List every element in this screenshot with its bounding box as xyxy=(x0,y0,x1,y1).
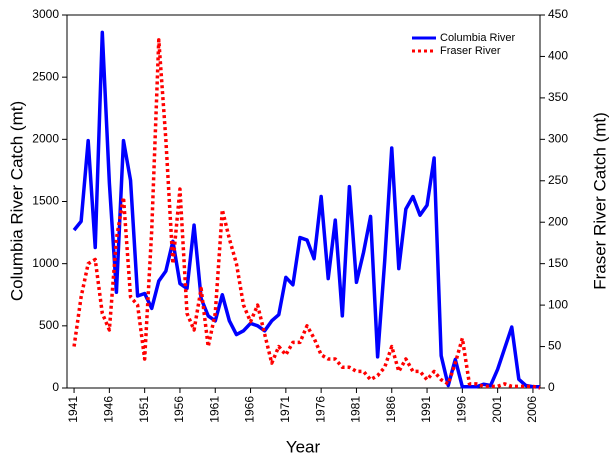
y2-tick-label: 350 xyxy=(548,90,568,104)
x-tick-label: 1941 xyxy=(66,396,80,423)
x-axis-label: Year xyxy=(286,437,321,456)
x-tick-label: 1981 xyxy=(349,396,363,423)
x-tick-label: 1951 xyxy=(137,396,151,423)
y2-tick-label: 150 xyxy=(548,256,568,270)
y2-tick-label: 400 xyxy=(548,49,568,63)
series-line xyxy=(72,38,541,390)
series-line xyxy=(72,30,540,389)
x-tick-label: 1986 xyxy=(384,396,398,423)
x-tick-label: 2001 xyxy=(490,396,504,423)
x-tick-label: 2006 xyxy=(525,396,539,423)
x-tick-label: 1961 xyxy=(207,396,221,423)
y-tick-label: 2000 xyxy=(32,132,59,146)
y-tick-label: 1500 xyxy=(32,194,59,208)
x-tick-label: 1971 xyxy=(278,396,292,423)
y-tick-label: 0 xyxy=(52,380,59,394)
y-tick-label: 2500 xyxy=(32,69,59,83)
y-tick-label: 1000 xyxy=(32,256,59,270)
legend-label: Columbia River xyxy=(440,32,516,44)
y2-tick-label: 0 xyxy=(548,380,555,394)
x-tick-label: 1946 xyxy=(102,396,116,423)
y2-tick-label: 200 xyxy=(548,214,568,228)
y-tick-label: 3000 xyxy=(32,7,59,21)
x-tick-label: 1976 xyxy=(313,396,327,423)
legend-label: Fraser River xyxy=(440,45,501,57)
x-tick-label: 1956 xyxy=(172,396,186,423)
x-tick-label: 1991 xyxy=(419,396,433,423)
y2-tick-label: 300 xyxy=(548,132,568,146)
y2-tick-label: 100 xyxy=(548,297,568,311)
y2-tick-label: 50 xyxy=(548,339,562,353)
y2-tick-label: 450 xyxy=(548,7,568,21)
y2-axis-label: Fraser River Catch (mt) xyxy=(590,112,609,290)
y-axis-label: Columbia River Catch (mt) xyxy=(7,101,26,301)
y-tick-label: 500 xyxy=(39,318,59,332)
x-tick-label: 1966 xyxy=(243,396,257,423)
x-tick-label: 1996 xyxy=(455,396,469,423)
y2-tick-label: 250 xyxy=(548,173,568,187)
